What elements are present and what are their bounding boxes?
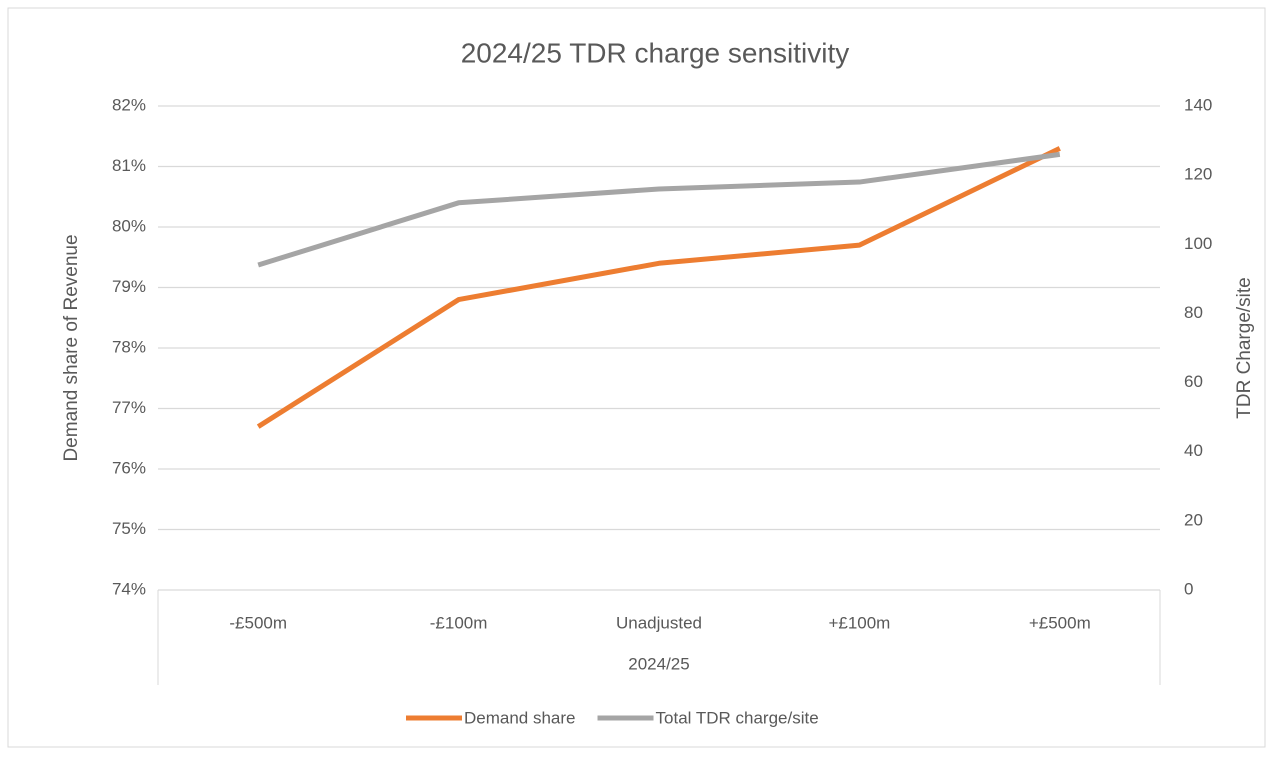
chart-title: 2024/25 TDR charge sensitivity [461, 37, 850, 68]
x-tick-label: -£100m [430, 613, 488, 632]
y-tick-label: 74% [112, 579, 146, 598]
y-tick-label: 80% [112, 216, 146, 235]
chart-border [7, 7, 1266, 748]
y2-tick-label: 40 [1184, 441, 1203, 460]
y2-tick-label: 140 [1184, 95, 1212, 114]
legend-label: Total TDR charge/site [656, 708, 819, 727]
y2-tick-label: 60 [1184, 372, 1203, 391]
y-tick-label: 78% [112, 337, 146, 356]
x-tick-label: +£100m [828, 613, 890, 632]
x-axis-label: 2024/25 [628, 654, 689, 673]
y-axis-label: Demand share of Revenue [61, 234, 82, 461]
x-tick-label: Unadjusted [616, 613, 702, 632]
y-tick-label: 76% [112, 458, 146, 477]
y-tick-label: 77% [112, 398, 146, 417]
y2-axis-label: TDR Charge/site [1234, 277, 1255, 419]
y2-tick-label: 80 [1184, 303, 1203, 322]
y2-tick-label: 100 [1184, 234, 1212, 253]
x-tick-label: -£500m [229, 613, 287, 632]
y-tick-label: 81% [112, 156, 146, 175]
y2-tick-label: 20 [1184, 510, 1203, 529]
legend-label: Demand share [464, 708, 576, 727]
y-tick-label: 82% [112, 95, 146, 114]
x-tick-label: +£500m [1029, 613, 1091, 632]
y-tick-label: 75% [112, 519, 146, 538]
y-tick-label: 79% [112, 277, 146, 296]
y2-tick-label: 120 [1184, 165, 1212, 184]
line-series [256, 146, 1061, 429]
line-series [257, 151, 1061, 268]
y2-tick-label: 0 [1184, 579, 1193, 598]
